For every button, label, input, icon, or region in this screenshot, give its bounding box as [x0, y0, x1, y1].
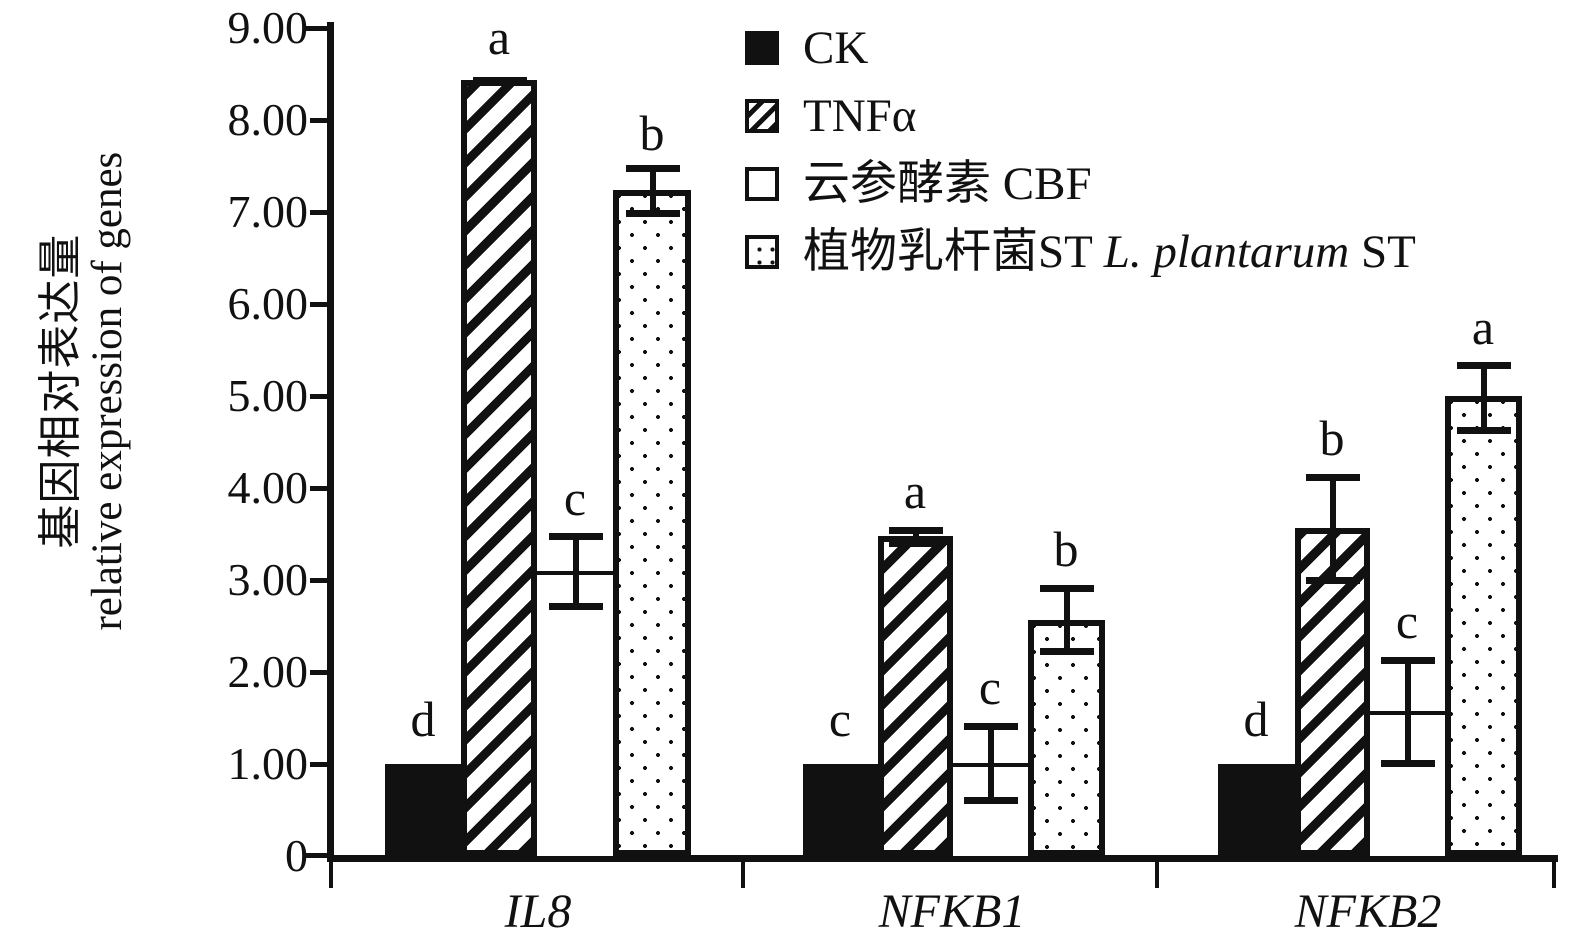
bar-st-nfkb1	[1028, 620, 1105, 856]
y-tick-mark	[310, 762, 330, 767]
x-axis-separator	[1552, 862, 1556, 888]
y-tick-label: 0	[285, 830, 308, 881]
sig-letter-ck-il8: d	[410, 691, 436, 747]
y-tick-label: 1.00	[227, 738, 309, 789]
legend: CK TNFα 云参酵素 CBF 植物乳杆菌ST L. plantarum ST	[745, 14, 1575, 286]
bar-tnf-il8	[461, 80, 537, 856]
x-axis-label-il8: IL8	[504, 885, 572, 938]
error-bar-st-nfkb2	[1456, 362, 1511, 434]
y-tick-label: 7.00	[227, 186, 309, 237]
x-axis-label-nfkb1: NFKB1	[878, 885, 1026, 938]
x-axis-separator	[329, 862, 333, 888]
error-bar-tnf-nfkb1	[888, 527, 943, 547]
y-tick-mark	[310, 486, 330, 491]
legend-label-st-suffix: ST	[1349, 225, 1416, 278]
y-tick-mark	[310, 118, 330, 123]
legend-label-tnf: TNFα	[803, 89, 917, 142]
legend-swatch-ck-icon	[745, 31, 779, 65]
error-bar-cbf-il8	[548, 533, 603, 610]
y-tick-label: 4.00	[227, 462, 309, 513]
error-bar-cbf-nfkb2	[1380, 657, 1435, 767]
y-tick-mark	[310, 302, 330, 307]
error-bar-cbf-nfkb1	[963, 723, 1018, 804]
sig-letter-st-nfkb2: a	[1471, 299, 1495, 355]
y-tick-label: 8.00	[227, 94, 309, 145]
bar-cbf-il8	[537, 571, 613, 856]
bar-ck-il8	[385, 764, 461, 856]
y-tick-mark	[304, 26, 330, 31]
sig-letter-cbf-nfkb2: c	[1395, 593, 1419, 649]
y-tick-mark	[310, 210, 330, 215]
y-tick-label: 6.00	[227, 278, 309, 329]
sig-letter-tnf-il8: a	[487, 9, 511, 65]
legend-label-st-cn: 植物乳杆菌ST	[803, 225, 1104, 278]
sig-letter-ck-nfkb1: c	[828, 691, 852, 747]
legend-item-cbf[interactable]: 云参酵素 CBF	[745, 150, 1575, 218]
y-tick-mark	[310, 394, 330, 399]
bar-ck-nfkb1	[803, 764, 878, 856]
legend-swatch-st-icon	[745, 235, 779, 269]
legend-label-cbf: 云参酵素 CBF	[803, 157, 1092, 210]
bar-tnf-nfkb1	[878, 536, 953, 856]
error-bar-tnf-nfkb2	[1305, 474, 1360, 584]
legend-item-ck[interactable]: CK	[745, 14, 1575, 82]
bar-st-nfkb2	[1445, 396, 1522, 856]
legend-swatch-tnf-icon	[745, 99, 779, 133]
x-axis-line	[327, 855, 1558, 862]
legend-label-st: 植物乳杆菌ST L. plantarum ST	[803, 225, 1416, 278]
y-tick-label: 2.00	[227, 646, 309, 697]
legend-label-st-species: L. plantarum	[1103, 225, 1350, 278]
bar-ck-nfkb2	[1218, 764, 1295, 856]
legend-swatch-cbf-icon	[745, 167, 779, 201]
sig-letter-cbf-il8: c	[563, 470, 587, 526]
y-axis-tick-labels: 9.00 8.00 7.00 6.00 5.00 4.00 3.00 2.00 …	[188, 0, 309, 952]
y-tick-mark	[310, 578, 330, 583]
y-tick-mark	[310, 670, 330, 675]
y-tick-label: 5.00	[227, 370, 309, 421]
y-axis-line	[327, 22, 334, 861]
error-bar-st-il8	[625, 165, 680, 217]
sig-letter-st-nfkb1: b	[1053, 521, 1079, 577]
sig-letter-tnf-nfkb2: b	[1319, 410, 1345, 466]
sig-letter-tnf-nfkb1: a	[903, 463, 927, 519]
x-axis-separator	[741, 862, 745, 888]
x-axis-separator	[1155, 862, 1159, 888]
sig-letter-cbf-nfkb1: c	[978, 659, 1002, 715]
y-tick-label: 9.00	[227, 2, 309, 53]
error-bar-st-nfkb1	[1039, 585, 1094, 655]
y-tick-label: 3.00	[227, 554, 309, 605]
bar-st-il8	[613, 190, 691, 856]
y-tick-mark	[304, 853, 330, 858]
legend-item-st[interactable]: 植物乳杆菌ST L. plantarum ST	[745, 218, 1575, 286]
x-axis-label-nfkb2: NFKB2	[1294, 885, 1442, 938]
error-bar-tnf-il8	[472, 77, 527, 85]
sig-letter-st-il8: b	[639, 105, 665, 161]
sig-letter-ck-nfkb2: d	[1243, 691, 1269, 747]
legend-item-tnf[interactable]: TNFα	[745, 82, 1575, 150]
legend-label-ck: CK	[803, 21, 869, 74]
